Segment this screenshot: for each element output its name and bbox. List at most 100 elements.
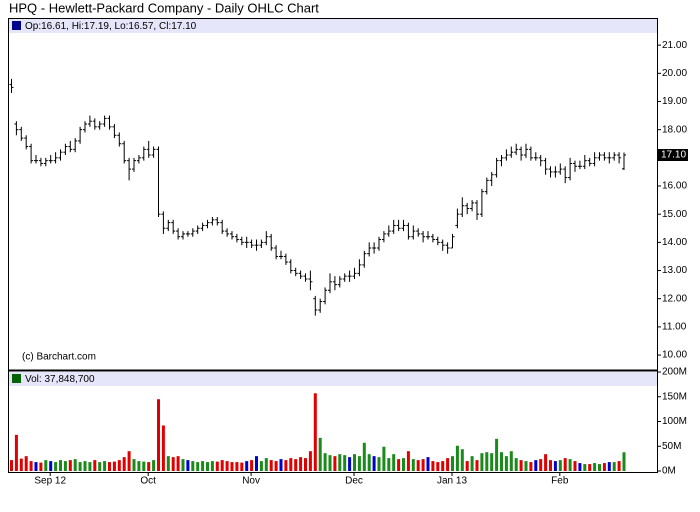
volume-bar bbox=[485, 452, 489, 471]
volume-bar bbox=[578, 463, 582, 471]
volume-bar bbox=[504, 456, 508, 471]
volume-bar bbox=[215, 461, 219, 471]
volume-bar bbox=[460, 449, 464, 471]
volume-bar bbox=[235, 462, 239, 471]
volume-bar bbox=[59, 460, 62, 471]
y-tick-label: 19.00 bbox=[662, 96, 687, 107]
volume-bar bbox=[181, 459, 185, 471]
volume-bar bbox=[495, 438, 499, 471]
volume-bar bbox=[509, 451, 513, 471]
volume-bar bbox=[63, 461, 67, 471]
volume-bar bbox=[14, 434, 18, 471]
volume-bar bbox=[166, 456, 170, 471]
volume-bar bbox=[553, 461, 557, 471]
volume-header bbox=[9, 372, 657, 386]
x-tick-label: Sep 12 bbox=[34, 476, 66, 487]
volume-legend-swatch bbox=[12, 374, 21, 383]
volume-bar bbox=[88, 462, 92, 471]
volume-bar bbox=[117, 460, 121, 471]
x-tick-label: Feb bbox=[551, 476, 569, 487]
y-tick-label: 12.00 bbox=[662, 293, 687, 304]
volume-bar bbox=[147, 462, 151, 471]
watermark: (c) Barchart.com bbox=[22, 352, 96, 363]
price-header-text: Op:16.61, Hi:17.19, Lo:16.57, Cl:17.10 bbox=[25, 21, 197, 32]
volume-bar bbox=[544, 454, 548, 471]
volume-bar bbox=[558, 460, 562, 471]
volume-bar bbox=[132, 459, 136, 471]
volume-bar bbox=[534, 460, 538, 471]
volume-bar bbox=[142, 461, 146, 471]
volume-bar bbox=[617, 461, 621, 471]
volume-bar bbox=[73, 459, 77, 471]
volume-bar bbox=[465, 461, 469, 471]
volume-bar bbox=[323, 453, 327, 471]
y-tick-label: 13.00 bbox=[662, 265, 687, 276]
volume-bar bbox=[416, 460, 420, 471]
y-tick-label: 11.00 bbox=[662, 322, 687, 333]
volume-bar bbox=[108, 462, 111, 471]
volume-bar bbox=[176, 456, 180, 471]
volume-bar bbox=[357, 456, 361, 471]
volume-bar bbox=[480, 453, 484, 471]
volume-bar bbox=[220, 460, 224, 471]
volume-bar bbox=[83, 461, 87, 471]
volume-bar bbox=[514, 458, 518, 471]
volume-bar bbox=[225, 461, 229, 471]
volume-bar bbox=[387, 458, 391, 471]
volume-bar bbox=[122, 457, 126, 471]
volume-bar bbox=[583, 464, 587, 471]
volume-bar bbox=[269, 460, 273, 471]
volume-bar bbox=[426, 457, 430, 471]
volume-bar bbox=[563, 458, 567, 471]
volume-bar bbox=[157, 399, 160, 471]
volume-bar bbox=[549, 460, 552, 471]
volume-bar bbox=[446, 458, 450, 471]
volume-bar bbox=[264, 458, 268, 471]
volume-bar bbox=[588, 464, 592, 471]
volume-bar bbox=[451, 456, 454, 471]
volume-bar bbox=[240, 462, 244, 471]
volume-bar bbox=[406, 451, 410, 471]
volume-bar bbox=[137, 461, 141, 471]
volume-bar bbox=[367, 454, 371, 471]
volume-bar bbox=[259, 461, 263, 471]
volume-bar bbox=[421, 459, 425, 471]
volume-bar bbox=[161, 425, 165, 471]
volume-bar bbox=[343, 455, 347, 471]
x-tick-label: Jan 13 bbox=[437, 476, 467, 487]
volume-bar bbox=[377, 457, 381, 471]
volume-bar bbox=[308, 451, 312, 471]
chart-title: HPQ - Hewlett-Packard Company - Daily OH… bbox=[9, 0, 319, 15]
x-tick-label: Oct bbox=[140, 476, 156, 487]
volume-bar bbox=[397, 459, 401, 471]
volume-bar bbox=[93, 460, 97, 471]
volume-bar bbox=[152, 460, 156, 471]
volume-bar bbox=[598, 464, 601, 471]
volume-bar bbox=[10, 460, 13, 471]
volume-bar bbox=[529, 462, 533, 471]
volume-bar bbox=[470, 456, 474, 471]
y-tick-label: 15.00 bbox=[662, 209, 687, 220]
volume-bar bbox=[612, 462, 616, 471]
volume-bar bbox=[436, 462, 440, 471]
volume-bar bbox=[313, 393, 317, 471]
volume-bar bbox=[24, 456, 28, 471]
volume-bar bbox=[573, 461, 577, 471]
volume-bar bbox=[206, 462, 209, 471]
volume-bar bbox=[441, 461, 445, 471]
volume-bar bbox=[602, 463, 606, 471]
volume-bar bbox=[500, 452, 503, 471]
volume-bar bbox=[318, 437, 322, 471]
last-price-label: 17.10 bbox=[661, 150, 686, 161]
volume-panel bbox=[8, 370, 658, 473]
volume-bar bbox=[333, 456, 337, 471]
y-tick-label: 16.00 bbox=[662, 181, 687, 192]
volume-bar bbox=[68, 460, 72, 471]
y-tick-label: 14.00 bbox=[662, 237, 687, 248]
volume-bar bbox=[103, 461, 107, 471]
volume-bar bbox=[49, 461, 53, 471]
volume-bar bbox=[210, 461, 214, 471]
y2-tick-label: 200M bbox=[662, 367, 687, 378]
y2-tick-label: 150M bbox=[662, 391, 687, 402]
volume-bar bbox=[44, 460, 48, 471]
